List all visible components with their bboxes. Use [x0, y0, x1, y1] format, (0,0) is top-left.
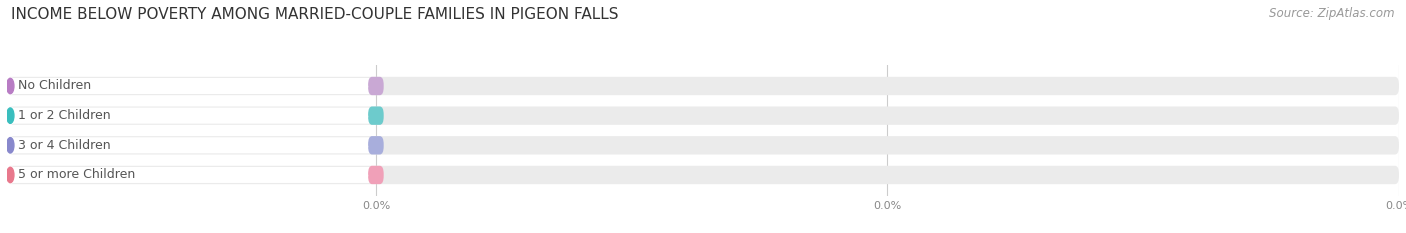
Text: 0.0%: 0.0%	[336, 109, 368, 122]
FancyBboxPatch shape	[368, 106, 384, 125]
FancyBboxPatch shape	[7, 137, 380, 153]
FancyBboxPatch shape	[368, 136, 384, 154]
FancyBboxPatch shape	[368, 77, 384, 95]
Circle shape	[6, 77, 14, 95]
FancyBboxPatch shape	[7, 167, 380, 183]
Text: Source: ZipAtlas.com: Source: ZipAtlas.com	[1270, 7, 1395, 20]
Circle shape	[7, 78, 14, 94]
Text: 1 or 2 Children: 1 or 2 Children	[18, 109, 111, 122]
FancyBboxPatch shape	[7, 77, 1399, 95]
FancyBboxPatch shape	[7, 166, 1399, 184]
Text: 3 or 4 Children: 3 or 4 Children	[18, 139, 111, 152]
Text: 5 or more Children: 5 or more Children	[18, 168, 135, 182]
Text: No Children: No Children	[18, 79, 91, 93]
Circle shape	[7, 108, 14, 123]
Circle shape	[6, 107, 14, 124]
FancyBboxPatch shape	[7, 108, 380, 124]
Circle shape	[7, 167, 14, 183]
FancyBboxPatch shape	[7, 136, 1399, 154]
FancyBboxPatch shape	[7, 106, 1399, 125]
Text: 0.0%: 0.0%	[336, 79, 368, 93]
FancyBboxPatch shape	[7, 78, 380, 94]
Text: INCOME BELOW POVERTY AMONG MARRIED-COUPLE FAMILIES IN PIGEON FALLS: INCOME BELOW POVERTY AMONG MARRIED-COUPL…	[11, 7, 619, 22]
Text: 0.0%: 0.0%	[336, 139, 368, 152]
Text: 0.0%: 0.0%	[336, 168, 368, 182]
FancyBboxPatch shape	[368, 166, 384, 184]
Circle shape	[7, 137, 14, 153]
Circle shape	[6, 137, 14, 154]
Circle shape	[6, 166, 14, 184]
